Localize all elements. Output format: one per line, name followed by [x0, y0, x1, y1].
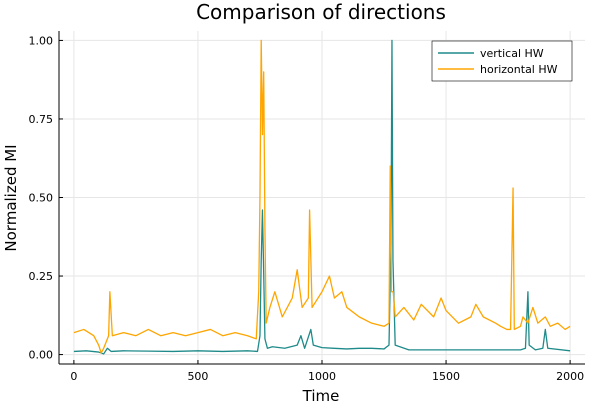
legend: vertical HW horizontal HW: [431, 40, 573, 82]
legend-label-2: horizontal HW: [480, 63, 558, 76]
axes: 0 500 1000 1500 2000 0.00 0.25 0.50 0.75 1.00: [29, 31, 585, 383]
x-tick-label: 2000: [556, 370, 584, 383]
legend-label-1: vertical HW: [480, 47, 544, 60]
legend-box: [431, 40, 573, 82]
y-axis-title: Normalized MI: [2, 144, 20, 251]
y-tick-label: 0.00: [29, 349, 54, 362]
y-tick-label: 0.50: [29, 192, 54, 205]
series-line-2: [73, 39, 571, 354]
x-tick-label: 0: [70, 370, 77, 383]
chart-title: Comparison of directions: [196, 0, 446, 24]
x-tick-label: 500: [187, 370, 208, 383]
y-tick-label: 1.00: [29, 34, 54, 47]
y-tick-label: 0.75: [29, 113, 54, 126]
series-layer: [73, 39, 571, 355]
x-tick-label: 1500: [432, 370, 460, 383]
grid: [59, 31, 585, 364]
x-axis-title: Time: [302, 387, 340, 405]
series-line-1: [73, 39, 571, 355]
y-tick-label: 0.25: [29, 270, 54, 283]
x-tick-label: 1000: [308, 370, 336, 383]
